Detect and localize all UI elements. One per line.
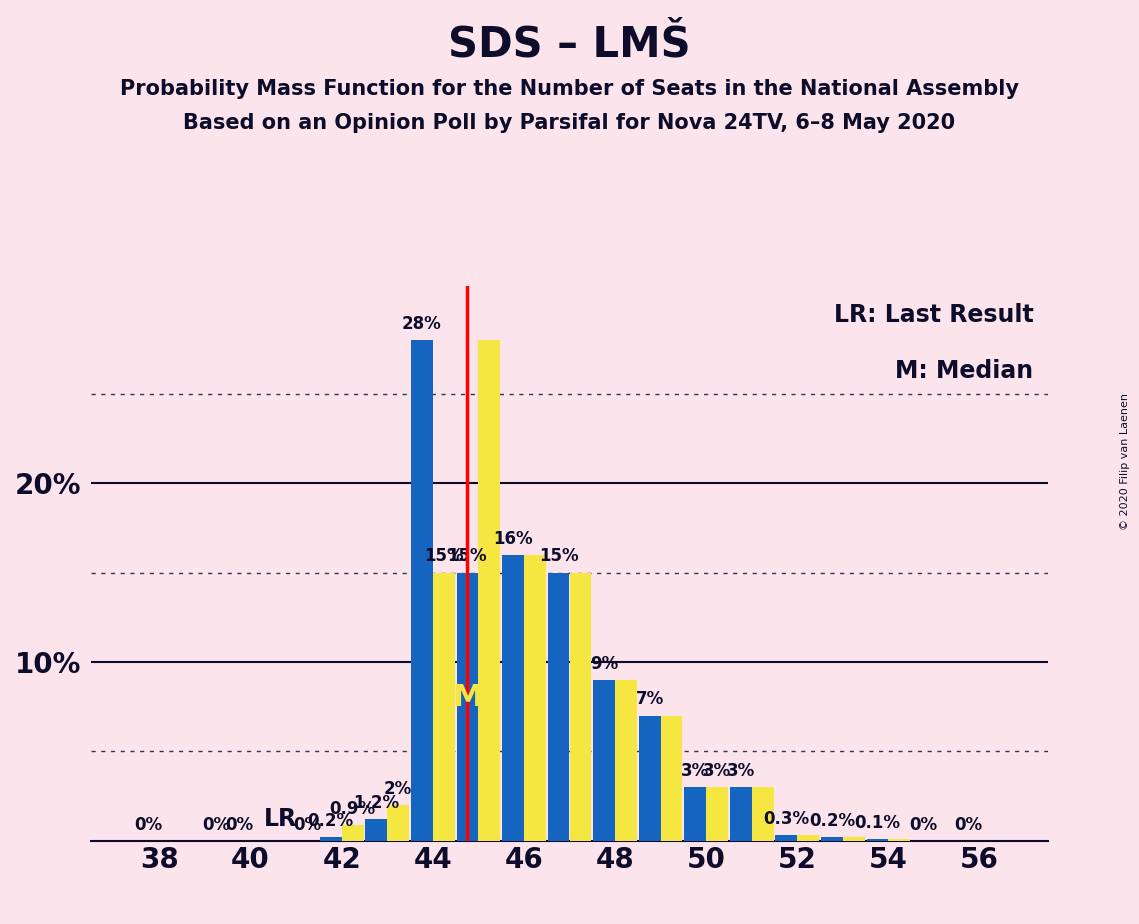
Bar bbox=[843, 837, 865, 841]
Text: 0.2%: 0.2% bbox=[809, 812, 855, 830]
Text: 28%: 28% bbox=[402, 315, 442, 333]
Text: 2%: 2% bbox=[384, 780, 412, 798]
Bar bbox=[639, 716, 661, 841]
Text: 3%: 3% bbox=[681, 762, 710, 780]
Bar bbox=[661, 716, 682, 841]
Text: 1.2%: 1.2% bbox=[353, 795, 400, 812]
Bar bbox=[502, 554, 524, 841]
Text: 0.1%: 0.1% bbox=[854, 814, 901, 832]
Bar bbox=[478, 340, 500, 841]
Text: Based on an Opinion Poll by Parsifal for Nova 24TV, 6–8 May 2020: Based on an Opinion Poll by Parsifal for… bbox=[183, 113, 956, 133]
Text: © 2020 Filip van Laenen: © 2020 Filip van Laenen bbox=[1120, 394, 1130, 530]
Bar bbox=[776, 835, 797, 841]
Text: 0.2%: 0.2% bbox=[308, 812, 354, 830]
Text: 0.3%: 0.3% bbox=[763, 810, 810, 828]
Bar bbox=[615, 680, 637, 841]
Text: 0%: 0% bbox=[134, 816, 163, 833]
Bar bbox=[387, 805, 409, 841]
Text: LR: Last Result: LR: Last Result bbox=[834, 303, 1033, 327]
Text: M: Median: M: Median bbox=[895, 359, 1033, 383]
Text: 0%: 0% bbox=[226, 816, 254, 833]
Bar bbox=[867, 839, 888, 841]
Bar bbox=[457, 573, 478, 841]
Text: 9%: 9% bbox=[590, 655, 618, 673]
Text: 0.9%: 0.9% bbox=[329, 799, 376, 818]
Text: 15%: 15% bbox=[539, 547, 579, 565]
Text: 3%: 3% bbox=[703, 762, 731, 780]
Bar bbox=[366, 820, 387, 841]
Bar bbox=[433, 573, 454, 841]
Bar bbox=[342, 825, 363, 841]
Text: LR: LR bbox=[264, 808, 297, 832]
Text: 0%: 0% bbox=[293, 816, 321, 833]
Bar bbox=[593, 680, 615, 841]
Text: 3%: 3% bbox=[727, 762, 755, 780]
Bar bbox=[730, 787, 752, 841]
Text: 0%: 0% bbox=[954, 816, 983, 833]
Bar bbox=[570, 573, 591, 841]
Bar bbox=[524, 554, 546, 841]
Bar bbox=[706, 787, 728, 841]
Bar bbox=[685, 787, 706, 841]
Bar bbox=[797, 835, 819, 841]
Bar bbox=[888, 839, 910, 841]
Bar bbox=[752, 787, 773, 841]
Text: 0%: 0% bbox=[202, 816, 230, 833]
Text: 15%: 15% bbox=[424, 547, 464, 565]
Text: 15%: 15% bbox=[448, 547, 487, 565]
Bar bbox=[821, 837, 843, 841]
Text: Probability Mass Function for the Number of Seats in the National Assembly: Probability Mass Function for the Number… bbox=[120, 79, 1019, 99]
Text: 7%: 7% bbox=[636, 690, 664, 709]
Text: 16%: 16% bbox=[493, 529, 533, 548]
Bar bbox=[320, 837, 342, 841]
Text: 0%: 0% bbox=[909, 816, 937, 833]
Bar bbox=[411, 340, 433, 841]
Text: M: M bbox=[452, 683, 483, 712]
Text: SDS – LMŠ: SDS – LMŠ bbox=[448, 23, 691, 65]
Bar bbox=[548, 573, 570, 841]
